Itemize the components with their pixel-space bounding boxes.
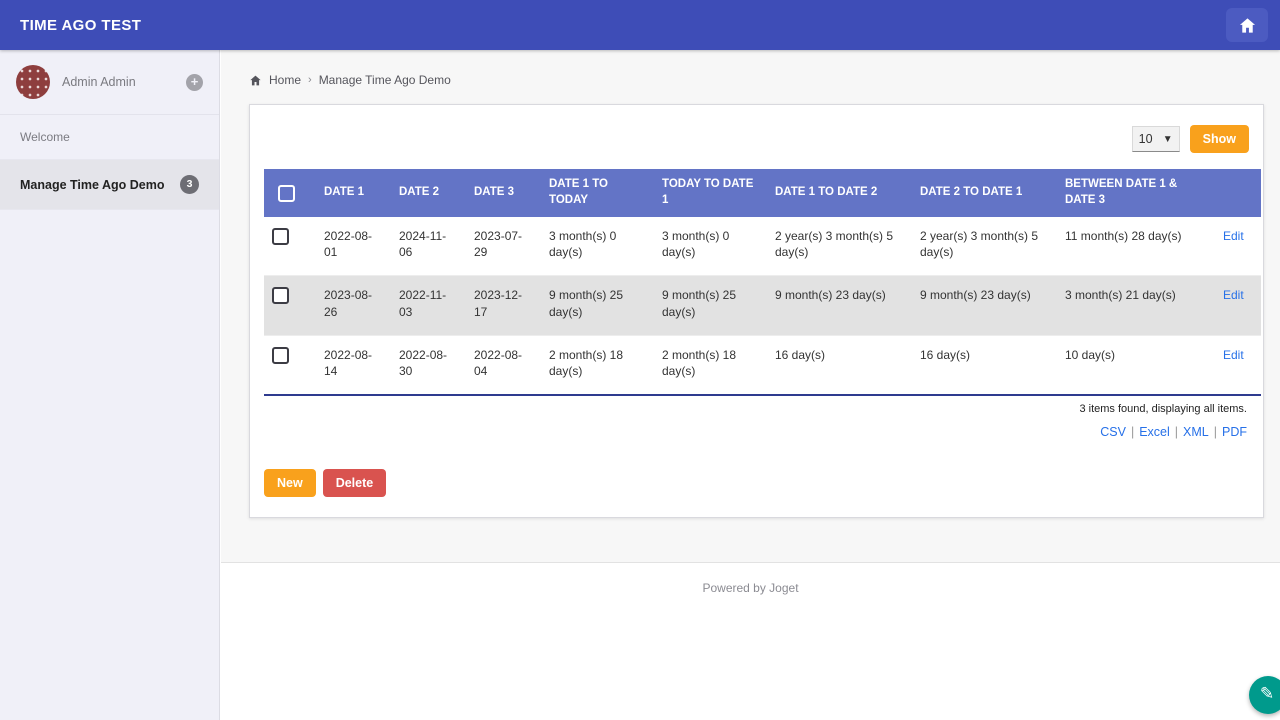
home-button[interactable] [1226,8,1268,42]
table-row: 2022-08-01 2024-11-06 2023-07-29 3 month(s)… [264,217,1261,276]
table-cell: 16 day(s) [920,347,971,362]
avatar [16,65,50,99]
select-all-checkbox[interactable] [278,184,295,202]
sidebar-item-welcome[interactable]: Welcome [0,115,219,160]
table-cell: 3 month(s) 0 day(s) [662,229,730,260]
delete-button[interactable]: Delete [322,469,387,498]
user-name: Admin Admin [62,75,136,89]
main-content: Home › Manage Time Ago Demo 10 ▼ Show DA… [221,50,1280,720]
export-link-xml[interactable]: XML [1183,425,1209,440]
plus-icon[interactable]: + [186,73,203,91]
export-separator: | [1174,425,1179,440]
table-cell: 9 month(s) 23 day(s) [920,288,1031,303]
breadcrumb-home-link[interactable]: Home [269,73,302,87]
sidebar-item-label: Welcome [20,130,70,144]
table-row: 2023-08-26 2022-11-03 2023-12-17 9 month(s)… [264,275,1261,336]
export-link-csv[interactable]: CSV [1100,425,1126,440]
items-summary: 3 items found, displaying all items. [1079,403,1247,416]
table-cell: 10 day(s) [1065,347,1116,362]
table-cell: 2023-07-29 [474,229,523,260]
app-title: TIME AGO TEST [20,16,142,34]
row-checkbox[interactable] [272,346,289,364]
edit-column-header [1215,169,1261,217]
page-footer: Powered by Joget [221,562,1280,720]
column-header[interactable]: TODAY TO DATE 1 [654,169,767,217]
list-controls: 10 ▼ Show [264,125,1249,153]
table-cell: 9 month(s) 23 day(s) [775,288,886,303]
table-row: 2022-08-14 2022-08-30 2022-08-04 2 month(s)… [264,335,1261,396]
new-button[interactable]: New [264,469,316,498]
chevron-down-icon: ▼ [1162,133,1173,145]
sidebar-item-manage-time-ago-demo[interactable]: Manage Time Ago Demo 3 [0,160,219,210]
table-cell: 11 month(s) 28 day(s) [1065,229,1182,243]
sidebar-item-label: Manage Time Ago Demo [20,177,165,192]
table-cell: 2022-11-03 [399,288,447,319]
breadcrumb-current: Manage Time Ago Demo [318,73,451,87]
table-cell: 16 day(s) [775,347,826,362]
column-header[interactable]: BETWEEN DATE 1 & DATE 3 [1057,169,1215,217]
home-icon [1239,17,1255,33]
column-header[interactable]: DATE 3 [466,169,541,217]
table-cell: 2024-11-06 [399,229,447,260]
row-checkbox[interactable] [272,228,289,245]
table-header: DATE 1 DATE 2 DATE 3 DATE 1 TO TODAY TODAY T… [264,169,1261,217]
table-cell: 2023-12-17 [474,288,523,319]
table-cell: 2 year(s) 3 month(s) 5 day(s) [920,229,1039,260]
page-size-value: 10 [1138,132,1153,146]
count-badge: 3 [180,175,199,194]
table-cell: 9 month(s) 25 day(s) [549,288,624,319]
datalist-card: 10 ▼ Show DATE 1 DATE 2 DATE 3 DATE 1 TO TO… [249,104,1264,519]
export-link-excel[interactable]: Excel [1139,425,1170,440]
table-cell: 2022-08-14 [324,347,373,378]
powered-by-text: Powered by Joget [702,581,799,595]
top-navbar: TIME AGO TEST [0,0,1280,50]
edit-link[interactable]: Edit [1223,347,1244,362]
breadcrumb: Home › Manage Time Ago Demo [221,50,1280,87]
column-header[interactable]: DATE 2 TO DATE 1 [912,169,1057,217]
table-cell: 3 month(s) 0 day(s) [549,229,617,260]
column-header[interactable]: DATE 2 [391,169,466,217]
row-checkbox[interactable] [272,287,289,305]
export-link-pdf[interactable]: PDF [1222,425,1247,440]
page-size-select[interactable]: 10 ▼ [1131,126,1180,152]
export-links: CSV | Excel | XML | PDF [264,419,1249,439]
quick-edit-fab[interactable]: ✎ [1249,676,1280,714]
pencil-icon: ✎ [1259,684,1275,703]
table-cell: 2023-08-26 [324,288,373,319]
action-buttons: New Delete [264,469,1249,498]
user-profile: Admin Admin + [0,50,219,115]
table-cell: 2022-08-01 [324,229,373,260]
home-icon [250,75,261,85]
table-cell: 3 month(s) 21 day(s) [1065,288,1176,303]
breadcrumb-separator: › [308,74,312,86]
table-cell: 9 month(s) 25 day(s) [662,288,737,319]
edit-link[interactable]: Edit [1223,288,1244,303]
column-header[interactable]: DATE 1 TO TODAY [541,169,654,217]
table-cell: 2022-08-04 [474,347,523,378]
table-cell: 2 month(s) 18 day(s) [549,347,624,378]
column-header[interactable]: DATE 1 TO DATE 2 [767,169,912,217]
column-header[interactable]: DATE 1 [316,169,391,217]
table-cell: 2 year(s) 3 month(s) 5 day(s) [775,229,894,260]
export-separator: | [1130,425,1135,440]
table-cell: 2022-08-30 [399,347,448,378]
edit-link[interactable]: Edit [1223,229,1244,243]
export-separator: | [1213,425,1217,440]
sidebar: Admin Admin + Welcome Manage Time Ago De… [0,50,220,720]
show-button[interactable]: Show [1189,125,1249,153]
table-cell: 2 month(s) 18 day(s) [662,347,737,378]
time-ago-table: DATE 1 DATE 2 DATE 3 DATE 1 TO TODAY TODAY T… [264,169,1261,396]
